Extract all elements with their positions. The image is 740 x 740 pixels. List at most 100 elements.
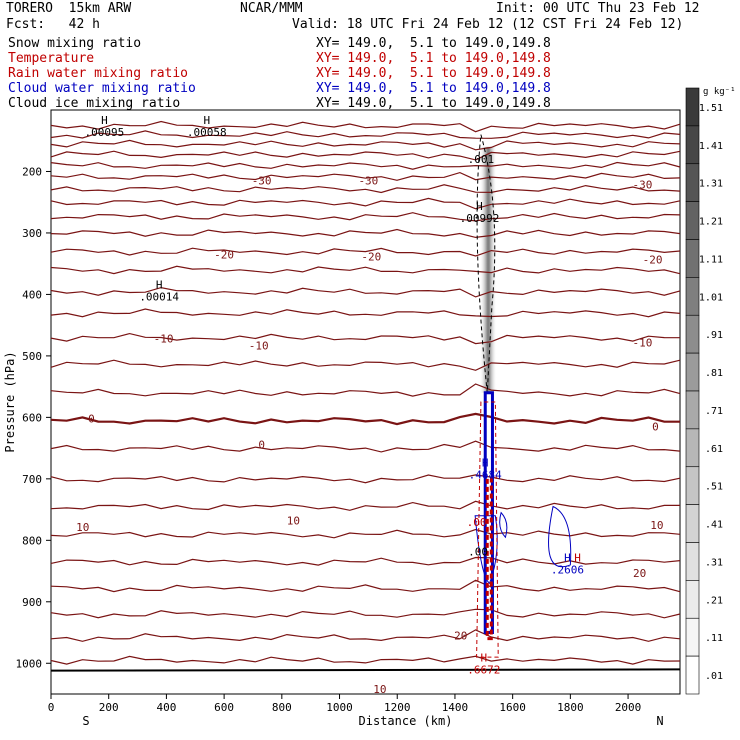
colorbar-swatch bbox=[685, 87, 700, 127]
cloud-water-secondary bbox=[548, 505, 572, 568]
x-tick-label: 0 bbox=[48, 701, 55, 714]
isotherm-line bbox=[50, 383, 681, 397]
temperature-label: -10 bbox=[633, 336, 653, 349]
colorbar-swatch bbox=[685, 314, 700, 354]
temperature-label: -10 bbox=[154, 333, 174, 346]
valid-time: Valid: 18 UTC Fri 24 Feb 12 (12 CST Fri … bbox=[292, 17, 684, 32]
init-time: Init: 00 UTC Thu 23 Feb 12 bbox=[496, 1, 700, 16]
extremum-marker: H bbox=[482, 456, 489, 469]
colorbar-swatch bbox=[685, 163, 700, 202]
colorbar-label: .41 bbox=[705, 520, 723, 531]
colorbar-label: .71 bbox=[705, 406, 723, 417]
x-axis-label: Distance (km) bbox=[359, 714, 453, 728]
x-tick-label: 800 bbox=[272, 701, 292, 714]
colorbar-label: .11 bbox=[705, 633, 723, 644]
x-tick-label: 2000 bbox=[615, 701, 642, 714]
colorbar-label: .91 bbox=[705, 330, 723, 341]
legend-temperature-xy: XY= 149.0, 5.1 to 149.0,149.8 bbox=[316, 51, 551, 66]
x-tick-label: 600 bbox=[214, 701, 234, 714]
cloud-water-outer bbox=[474, 515, 498, 585]
colorbar-label: 1.31 bbox=[699, 179, 723, 190]
legend-temperature-label: Temperature bbox=[8, 51, 95, 66]
colorbar-swatch bbox=[685, 201, 700, 240]
x-tick-label: 1600 bbox=[499, 701, 526, 714]
temperature-label: 0 bbox=[652, 421, 659, 434]
isotherm-line bbox=[50, 359, 681, 371]
org-label: NCAR/MMM bbox=[240, 1, 303, 16]
temperature-label: 10 bbox=[287, 515, 300, 528]
isotherm-line bbox=[50, 212, 681, 222]
colorbar-swatch bbox=[685, 277, 700, 316]
rain-contour-outer bbox=[476, 401, 499, 658]
colorbar-label: .61 bbox=[705, 444, 723, 455]
model-title: TORERO 15km ARW bbox=[6, 1, 132, 16]
extremum-marker: H bbox=[156, 279, 163, 292]
temperature-label: 10 bbox=[650, 519, 663, 532]
temperature-label: 10 bbox=[373, 683, 386, 696]
temperature-label: -10 bbox=[249, 339, 269, 352]
isotherm-line bbox=[50, 130, 681, 139]
isotherm-line bbox=[50, 440, 681, 453]
isotherm-line bbox=[50, 120, 681, 133]
forecast-hour: Fcst: 42 h bbox=[6, 17, 100, 32]
y-tick-label: 300 bbox=[22, 227, 42, 240]
y-tick-label: 500 bbox=[22, 350, 42, 363]
ground-line bbox=[50, 668, 681, 672]
x-tick-label: 1200 bbox=[384, 701, 411, 714]
temperature-label: -30 bbox=[633, 178, 653, 191]
colorbar-unit: g kg⁻¹ bbox=[703, 87, 736, 97]
extremum-marker: H bbox=[476, 200, 483, 213]
colorbar-label: 1.11 bbox=[699, 254, 723, 265]
isotherm-line bbox=[50, 579, 681, 593]
contour-label: .001 bbox=[468, 153, 495, 166]
isotherm-line bbox=[50, 629, 681, 642]
temperature-label: -30 bbox=[252, 175, 272, 188]
x-tick-label: 400 bbox=[156, 701, 176, 714]
isotherm-line bbox=[50, 556, 681, 566]
extremum-marker: H bbox=[203, 114, 210, 127]
temperature-label: 20 bbox=[633, 567, 646, 580]
isotherm-line bbox=[50, 500, 680, 511]
legend-rain-xy: XY= 149.0, 5.1 to 149.0,149.8 bbox=[316, 66, 551, 81]
extremum-marker: H bbox=[574, 552, 581, 565]
temperature-label: 20 bbox=[454, 630, 467, 643]
y-tick-label: 1000 bbox=[16, 657, 43, 670]
isotherm-line bbox=[50, 171, 681, 181]
colorbar-label: 1.21 bbox=[699, 217, 723, 228]
legend-rain-label: Rain water mixing ratio bbox=[8, 66, 189, 81]
x-tick-label: 1400 bbox=[442, 701, 469, 714]
isotherm-line bbox=[50, 197, 681, 210]
isotherm-line bbox=[50, 308, 681, 318]
isotherm-line bbox=[50, 184, 681, 194]
extremum-marker: H bbox=[101, 114, 108, 127]
temperature-label: 10 bbox=[76, 521, 89, 534]
colorbar-swatch bbox=[685, 239, 700, 278]
isotherm-line bbox=[50, 286, 681, 298]
extremum-value: .4684 bbox=[469, 468, 502, 481]
x-end-label-right: N bbox=[656, 714, 663, 728]
contour-label: .00 bbox=[468, 545, 488, 558]
colorbar-label: 1.41 bbox=[699, 141, 723, 152]
colorbar-swatch bbox=[685, 466, 700, 505]
colorbar-swatch bbox=[685, 352, 700, 392]
colorbar-label: .31 bbox=[705, 557, 723, 568]
plot-frame bbox=[50, 109, 681, 695]
isotherm-line bbox=[50, 228, 681, 239]
colorbar-swatch bbox=[685, 542, 700, 581]
cloud-water-small bbox=[499, 511, 508, 539]
temperature-label: -20 bbox=[214, 248, 234, 261]
isotherm-line bbox=[50, 161, 681, 170]
temperature-label: -30 bbox=[358, 175, 378, 188]
colorbar-swatch bbox=[685, 580, 700, 619]
rain-contour-core bbox=[485, 477, 493, 641]
temperature-label: -20 bbox=[643, 253, 663, 266]
temperature-label: 0 bbox=[88, 413, 95, 426]
x-tick-label: 1000 bbox=[326, 701, 353, 714]
colorbar-label: .01 bbox=[705, 671, 723, 682]
y-tick-label: 200 bbox=[22, 165, 42, 178]
y-tick-label: 700 bbox=[22, 473, 42, 486]
y-tick-label: 800 bbox=[22, 534, 42, 547]
legend-cloud-water-xy: XY= 149.0, 5.1 to 149.0,149.8 bbox=[316, 81, 551, 96]
legend-cloud-water-label: Cloud water mixing ratio bbox=[8, 81, 196, 96]
